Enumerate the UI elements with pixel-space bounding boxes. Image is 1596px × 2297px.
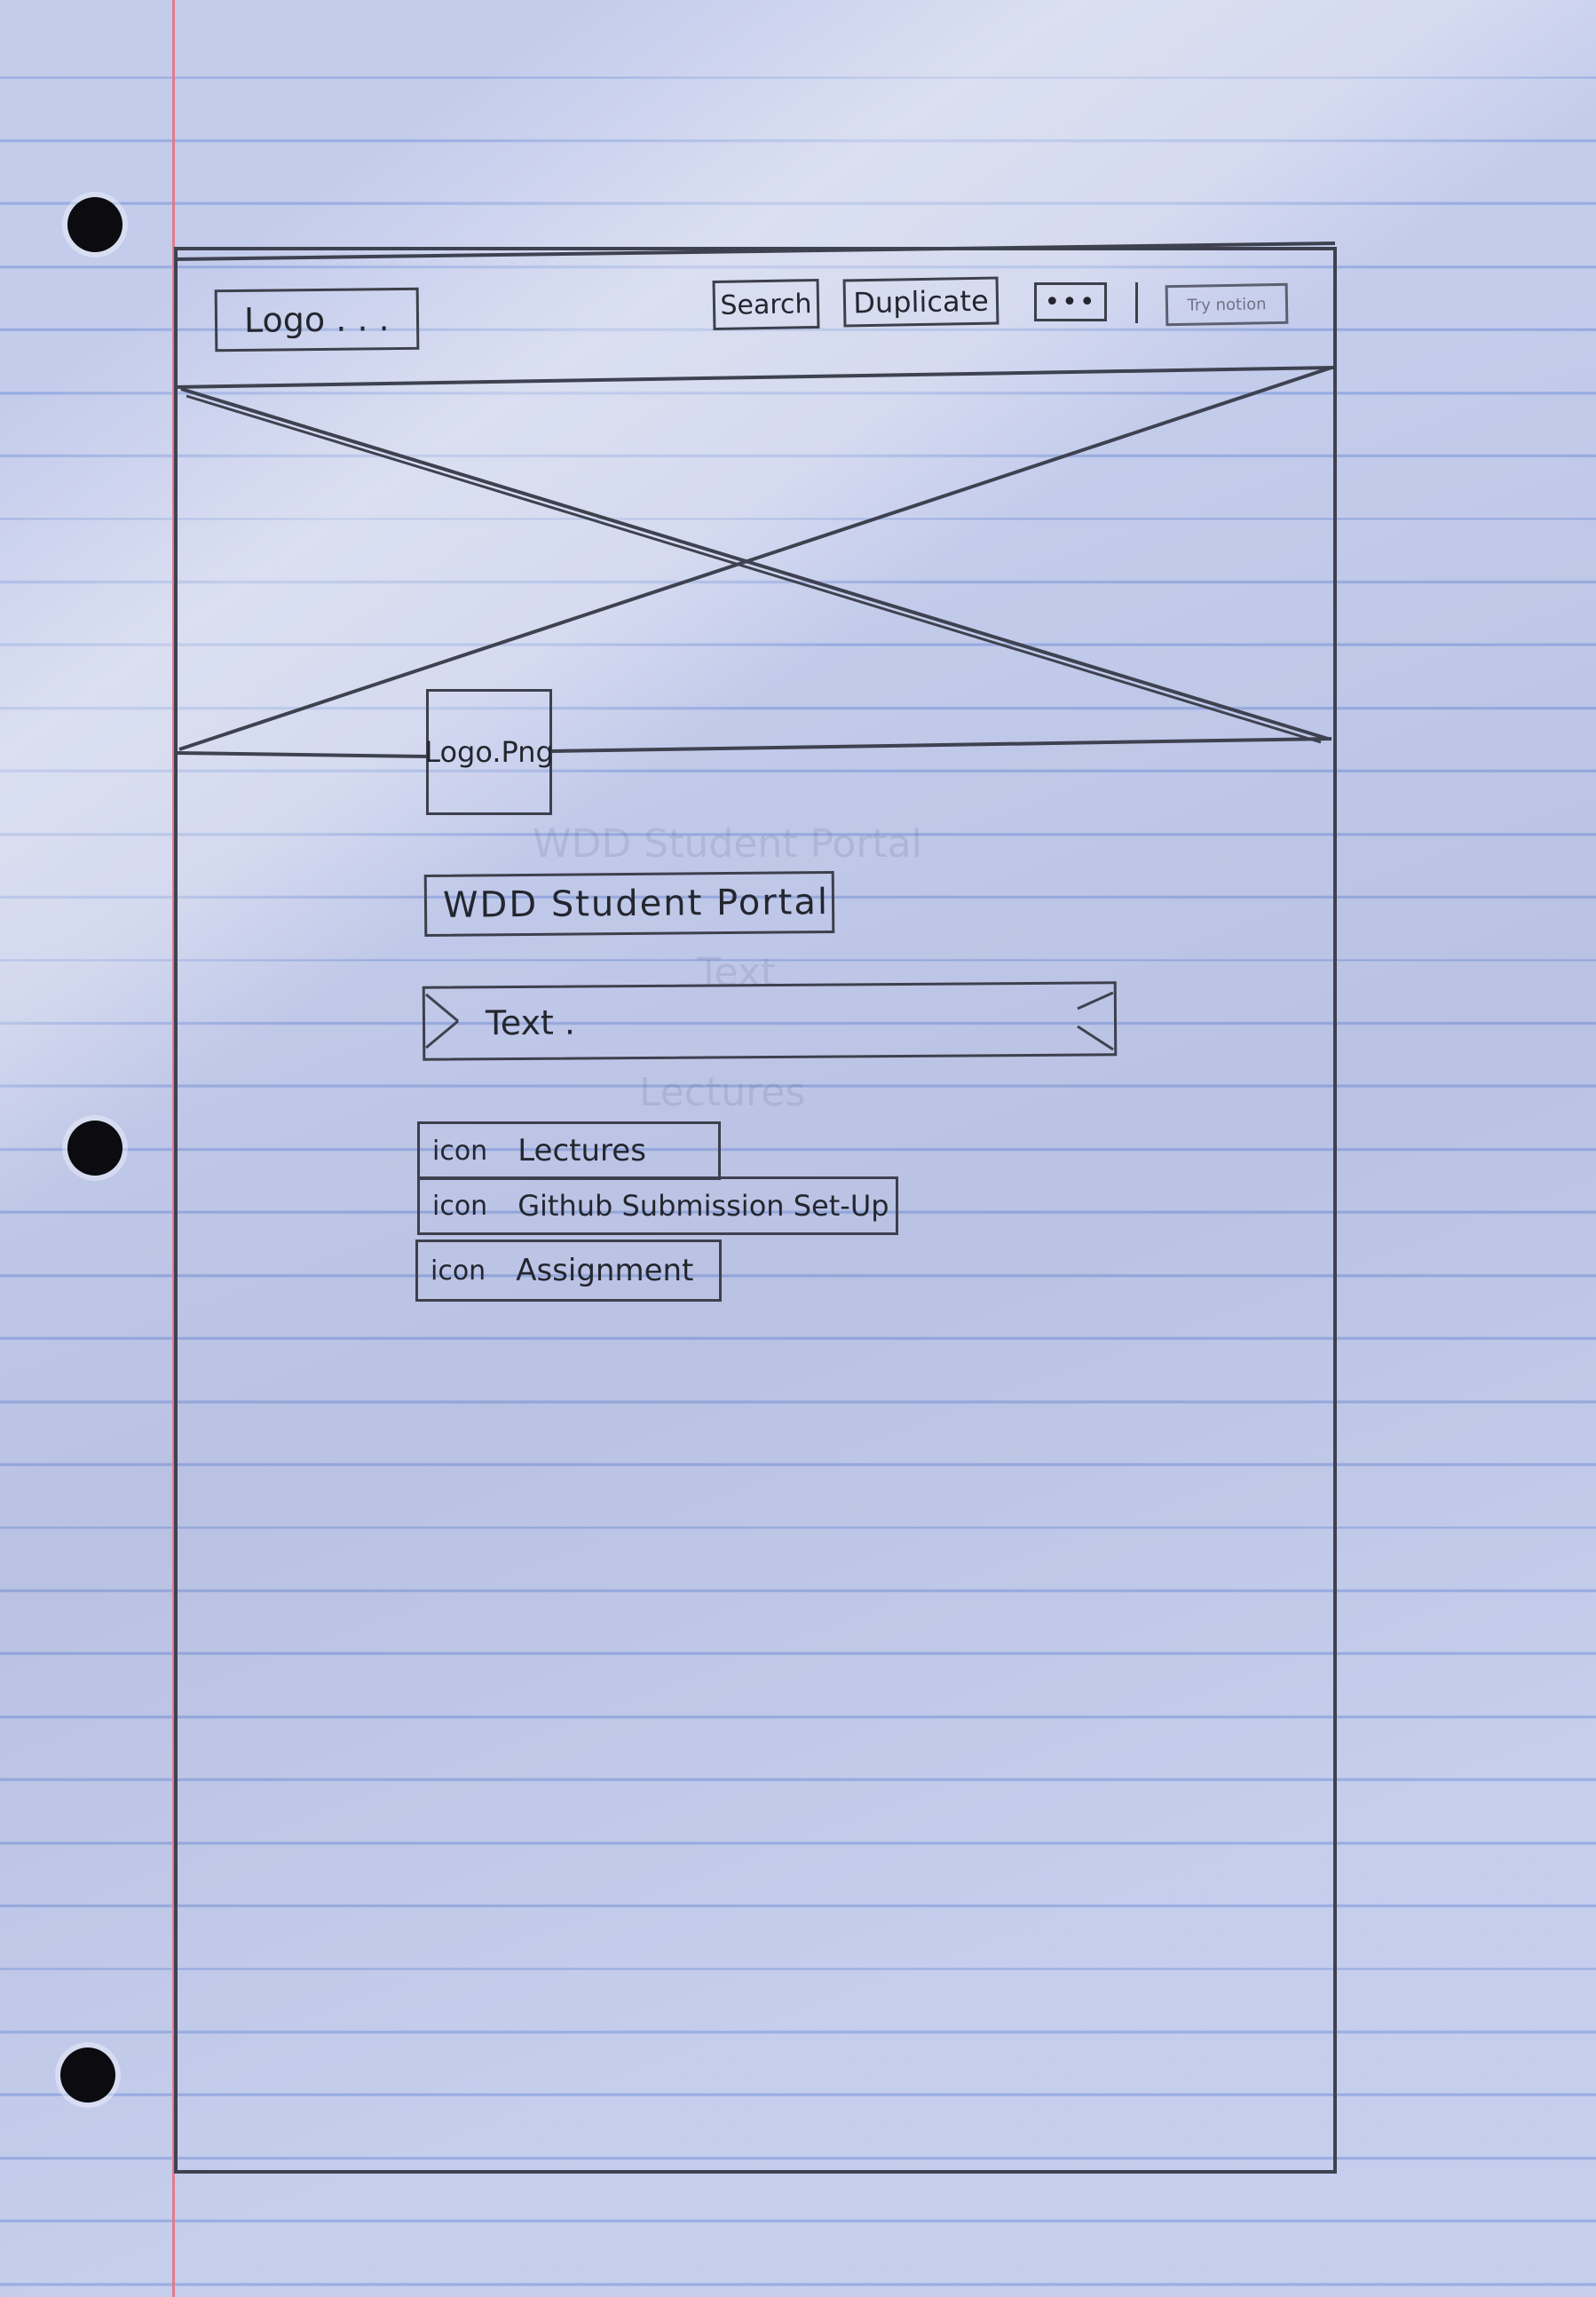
search-button-label: Search: [720, 288, 812, 321]
page-logo-image: Logo.Png: [424, 689, 554, 815]
duplicate-button[interactable]: Duplicate: [842, 276, 999, 328]
binder-hole-bottom: [60, 2047, 115, 2103]
hero-bottom-line-right: [551, 737, 1332, 753]
duplicate-button-label: Duplicate: [852, 283, 990, 321]
lectures-icon: icon: [432, 1135, 488, 1167]
page-logo-label: Logo.Png: [424, 735, 554, 769]
binder-hole-middle: [67, 1121, 122, 1176]
wireframe-page-frame: [174, 247, 1337, 2174]
page-title-text: WDD Student Portal: [442, 882, 830, 926]
page-title: WDD Student Portal: [423, 870, 835, 938]
search-button[interactable]: Search: [712, 278, 820, 331]
nav-item-label: Assignment: [516, 1253, 694, 1288]
ghost-text-showthrough: Text: [697, 950, 776, 995]
callout-text-block: Text .: [422, 981, 1118, 1061]
ghost-lectures-showthrough: Lectures: [639, 1070, 806, 1115]
more-options-button[interactable]: •••: [1034, 282, 1107, 321]
ghost-title-showthrough: WDD Student Portal: [533, 821, 922, 867]
assignment-icon: icon: [431, 1255, 486, 1287]
header-logo[interactable]: Logo . . .: [214, 287, 420, 352]
binder-hole-top: [67, 197, 122, 252]
hero-image-placeholder-cross: [178, 366, 1332, 751]
header-bottom-line: [175, 366, 1336, 389]
try-notion-button[interactable]: Try notion: [1165, 282, 1289, 327]
text-field-corner-marks: [425, 991, 1114, 1051]
nav-item-label: Lectures: [518, 1133, 646, 1168]
nav-item-label: Github Submission Set-Up: [518, 1189, 889, 1223]
callout-text: Text .: [485, 1002, 576, 1043]
header-logo-label: Logo . . .: [243, 299, 390, 340]
header-divider: [1135, 282, 1138, 323]
header-top-line: [175, 242, 1336, 261]
nav-item-lectures[interactable]: icon Lectures: [417, 1121, 721, 1180]
try-notion-label: Try notion: [1187, 294, 1267, 315]
paper-margin-line: [172, 0, 175, 2297]
nav-item-github-submission[interactable]: icon Github Submission Set-Up: [417, 1176, 898, 1235]
hero-bottom-line-left: [175, 751, 427, 758]
more-options-icon: •••: [1044, 286, 1097, 318]
github-icon: icon: [432, 1190, 488, 1222]
nav-item-assignment[interactable]: icon Assignment: [415, 1240, 722, 1302]
